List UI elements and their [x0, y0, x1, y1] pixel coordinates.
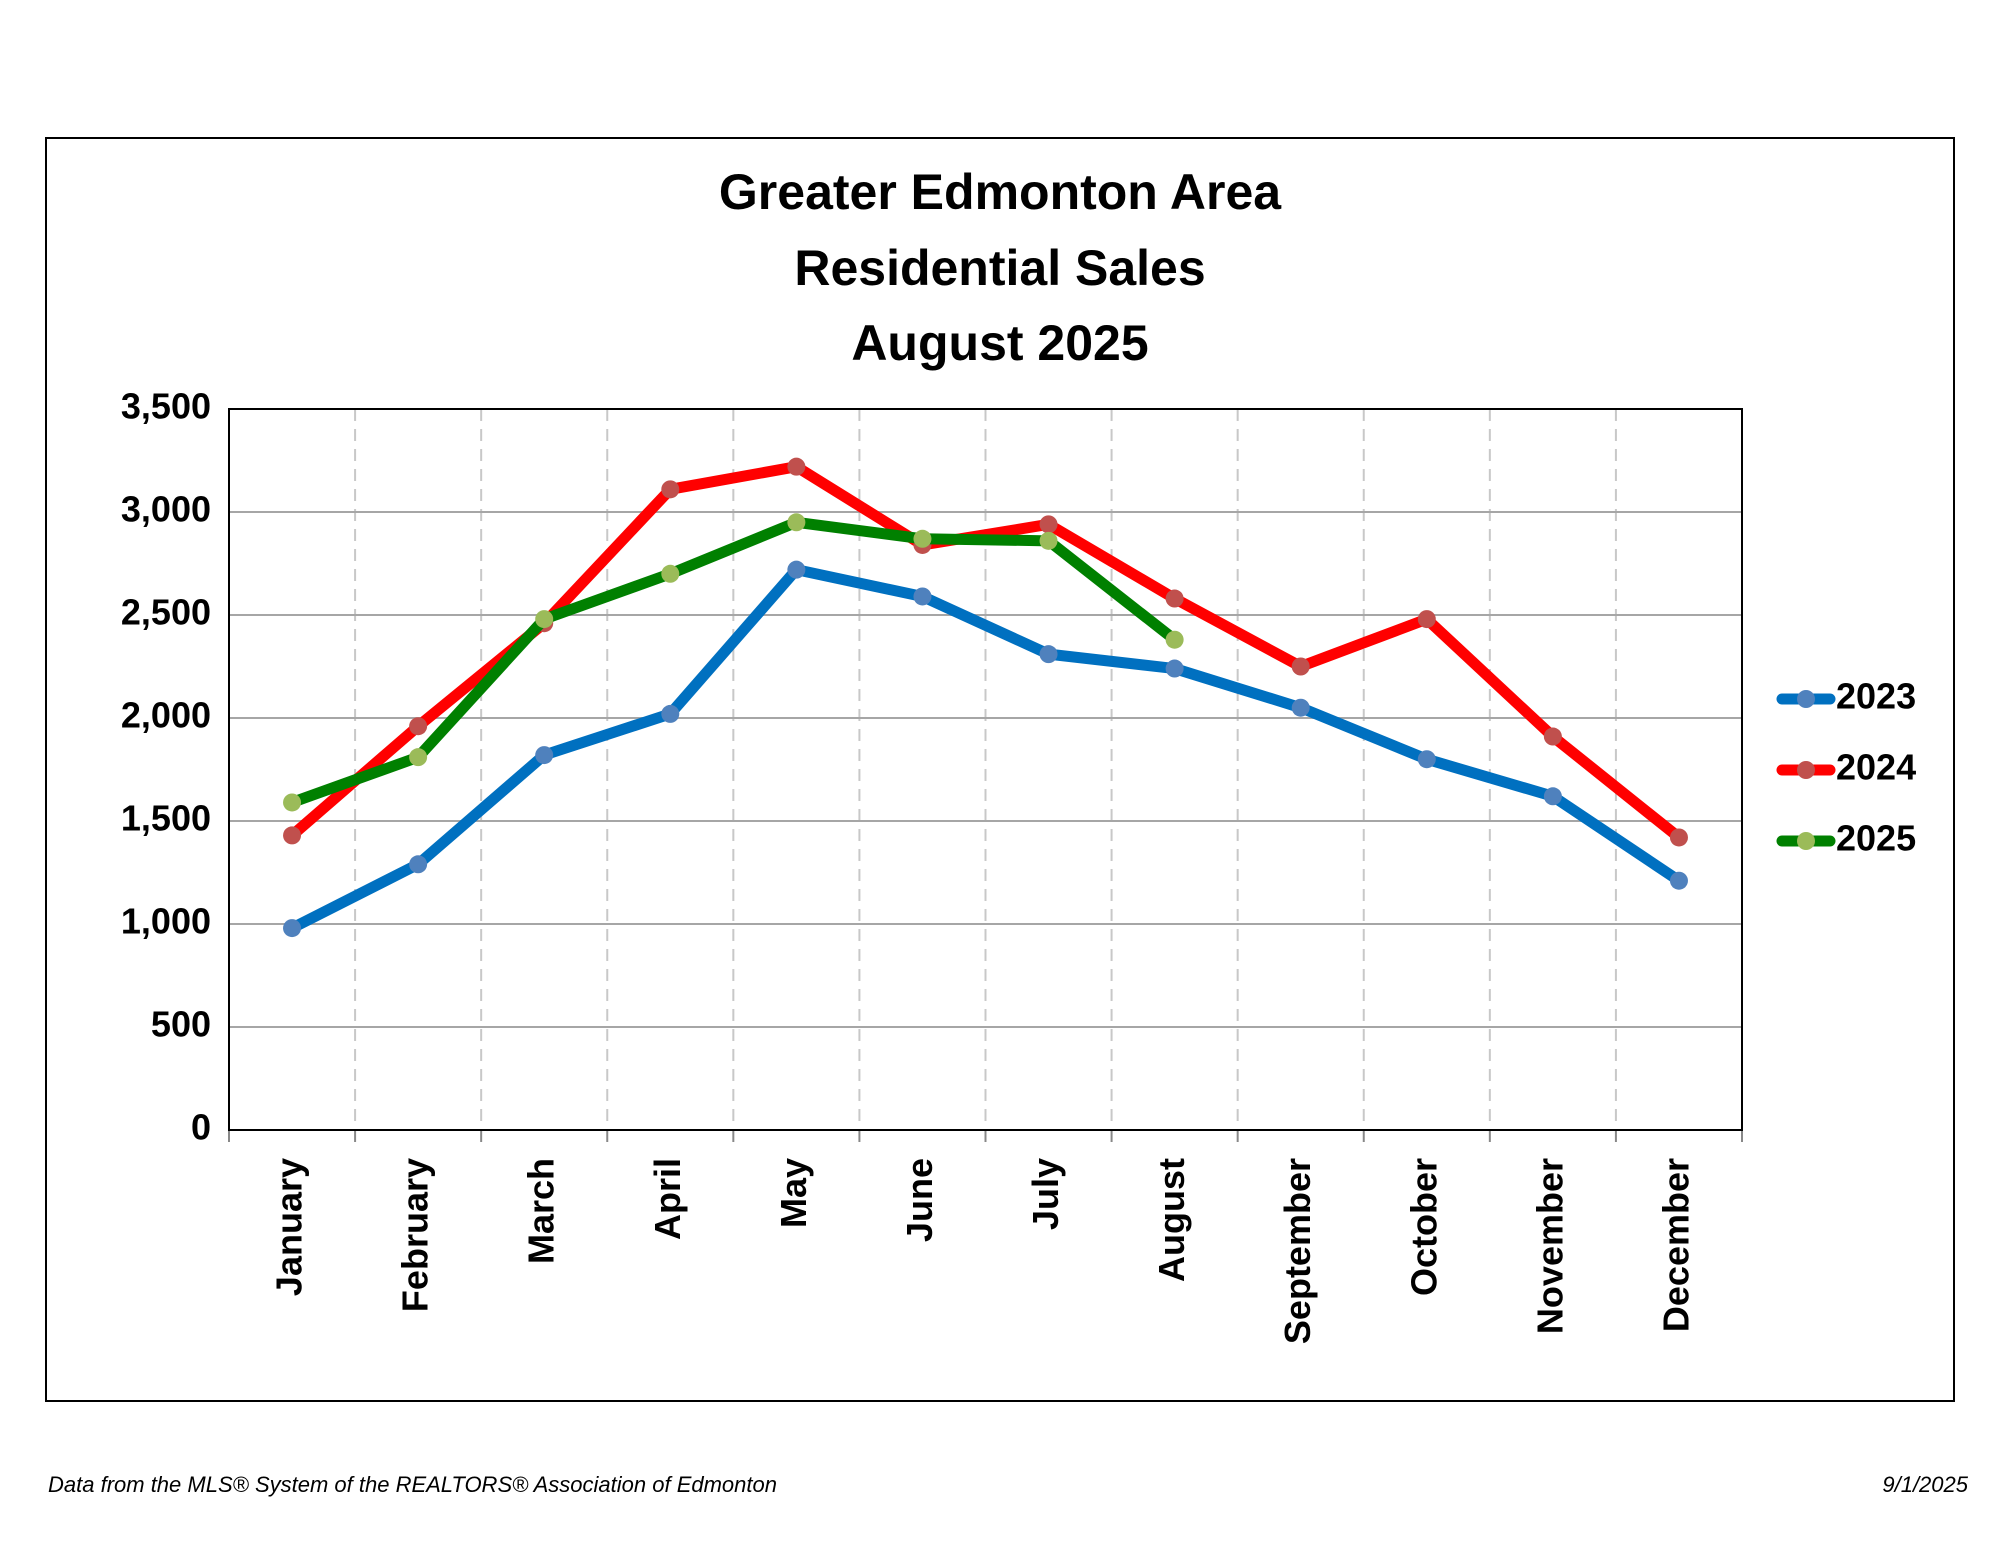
y-tick-label: 3,000 [121, 489, 211, 530]
data-point [913, 587, 932, 606]
data-point [535, 746, 554, 765]
data-point [1291, 657, 1310, 676]
y-tick-label: 2,500 [121, 592, 211, 633]
y-tick-label: 500 [151, 1004, 211, 1045]
data-point [535, 610, 554, 629]
x-tick-label: February [395, 1158, 436, 1312]
y-tick-label: 3,500 [121, 386, 211, 427]
x-tick-label: May [773, 1158, 814, 1228]
data-point [913, 529, 932, 548]
x-tick-label: June [899, 1158, 940, 1242]
data-point [1165, 659, 1184, 678]
x-tick-label: August [1151, 1158, 1192, 1282]
data-point [1417, 610, 1436, 629]
x-tick-label: November [1529, 1158, 1570, 1334]
data-point [1543, 787, 1562, 806]
x-tick-label: October [1403, 1158, 1444, 1296]
data-point [1669, 871, 1688, 890]
data-point [409, 855, 428, 874]
legend-marker [1797, 832, 1815, 850]
data-point [1039, 531, 1058, 550]
data-point [1543, 727, 1562, 746]
date-note: 9/1/2025 [1882, 1472, 1968, 1497]
series-line [286, 516, 1181, 808]
chart-title: Residential Sales [794, 240, 1205, 296]
legend-marker [1797, 690, 1815, 708]
data-point [283, 793, 302, 812]
data-point [1417, 750, 1436, 769]
data-point [661, 564, 680, 583]
chart-title: Greater Edmonton Area [719, 164, 1282, 220]
plot-border [228, 408, 1743, 1131]
data-point [283, 826, 302, 845]
data-point [787, 560, 806, 579]
data-point [409, 717, 428, 736]
data-point [787, 457, 806, 476]
y-tick-label: 2,000 [121, 695, 211, 736]
data-point [409, 748, 428, 767]
x-tick-label: January [269, 1158, 310, 1296]
x-tick-label: July [1025, 1158, 1066, 1230]
legend-label: 2025 [1836, 818, 1916, 859]
x-tick-label: March [521, 1158, 562, 1264]
data-point [1669, 828, 1688, 847]
data-point [283, 919, 302, 938]
data-point [787, 513, 806, 532]
y-tick-label: 1,500 [121, 798, 211, 839]
y-tick-label: 0 [191, 1107, 211, 1148]
chart-title: August 2025 [851, 315, 1148, 371]
data-point [661, 480, 680, 499]
x-tick-label: September [1277, 1158, 1318, 1344]
legend-label: 2024 [1836, 747, 1916, 788]
data-point [1165, 589, 1184, 608]
data-point [1039, 515, 1058, 534]
data-point [1291, 698, 1310, 717]
data-point [1165, 630, 1184, 649]
series-line [286, 564, 1685, 934]
source-note: Data from the MLS® System of the REALTOR… [48, 1472, 777, 1497]
legend-label: 2023 [1836, 676, 1916, 717]
x-tick-label: December [1655, 1158, 1696, 1332]
y-tick-label: 1,000 [121, 901, 211, 942]
data-point [661, 704, 680, 723]
data-point [1039, 645, 1058, 664]
legend-marker [1797, 761, 1815, 779]
x-tick-label: April [647, 1158, 688, 1240]
